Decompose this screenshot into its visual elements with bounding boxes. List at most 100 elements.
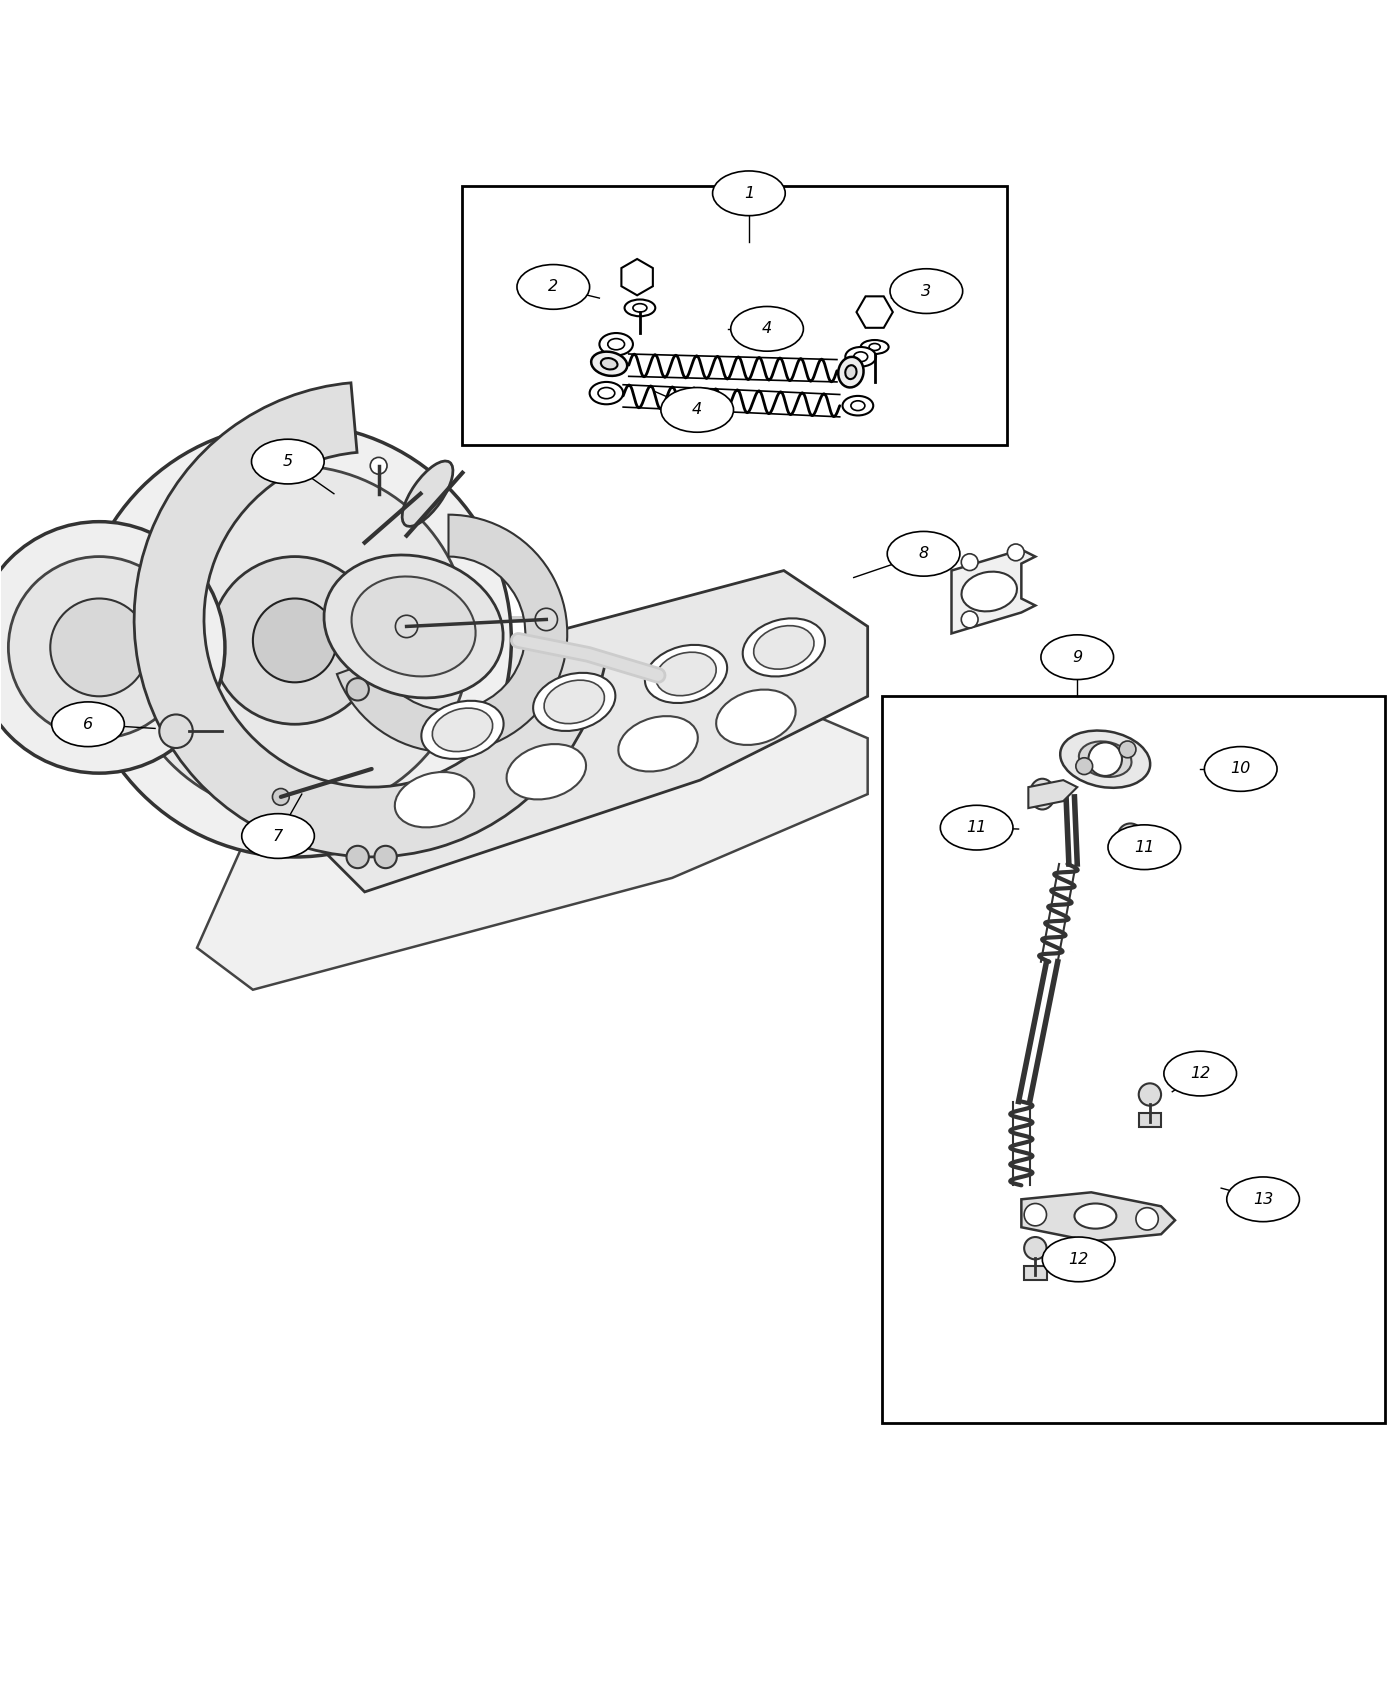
Circle shape (78, 423, 511, 857)
Circle shape (273, 789, 290, 806)
Text: 4: 4 (762, 321, 773, 337)
Ellipse shape (861, 340, 889, 354)
Ellipse shape (655, 653, 717, 695)
Ellipse shape (846, 347, 876, 367)
Ellipse shape (846, 366, 857, 379)
Circle shape (1088, 743, 1121, 775)
Polygon shape (952, 549, 1036, 634)
Polygon shape (197, 697, 868, 989)
Circle shape (535, 609, 557, 631)
Text: 8: 8 (918, 546, 928, 561)
Circle shape (1135, 1207, 1158, 1231)
Ellipse shape (962, 571, 1016, 612)
Text: 2: 2 (549, 279, 559, 294)
Bar (882, 697, 1385, 1423)
Circle shape (1035, 785, 1051, 802)
Polygon shape (1022, 1192, 1175, 1241)
Circle shape (50, 598, 148, 697)
Ellipse shape (598, 388, 615, 400)
Ellipse shape (843, 396, 874, 415)
Ellipse shape (1107, 824, 1180, 870)
Circle shape (1025, 1204, 1047, 1226)
Circle shape (395, 615, 417, 638)
Ellipse shape (743, 619, 825, 677)
Ellipse shape (1042, 634, 1113, 680)
Text: 3: 3 (921, 284, 931, 299)
Ellipse shape (421, 700, 504, 758)
Text: 13: 13 (1253, 1192, 1273, 1207)
Circle shape (1008, 544, 1025, 561)
Ellipse shape (941, 806, 1014, 850)
Ellipse shape (533, 673, 616, 731)
Ellipse shape (589, 382, 623, 405)
Ellipse shape (323, 554, 503, 699)
Text: 11: 11 (1134, 840, 1155, 855)
Ellipse shape (52, 702, 125, 746)
Ellipse shape (633, 304, 647, 313)
Circle shape (1138, 1083, 1161, 1105)
Text: 12: 12 (1068, 1251, 1089, 1266)
Ellipse shape (395, 772, 475, 828)
Circle shape (347, 678, 368, 700)
Ellipse shape (1060, 731, 1151, 787)
Ellipse shape (1043, 1238, 1114, 1282)
Text: 11: 11 (966, 819, 987, 835)
Ellipse shape (661, 388, 734, 432)
Ellipse shape (713, 172, 785, 216)
Text: 4: 4 (692, 403, 703, 418)
Ellipse shape (1030, 792, 1047, 804)
Text: 7: 7 (273, 828, 283, 843)
Ellipse shape (1226, 1176, 1299, 1222)
Ellipse shape (601, 359, 617, 369)
Ellipse shape (869, 343, 881, 350)
Text: 1: 1 (743, 185, 755, 201)
Ellipse shape (599, 333, 633, 355)
Wedge shape (337, 515, 567, 751)
Circle shape (1117, 823, 1142, 848)
Ellipse shape (517, 265, 589, 309)
Ellipse shape (717, 690, 795, 745)
Ellipse shape (839, 357, 864, 388)
Polygon shape (1029, 780, 1077, 808)
Text: 12: 12 (1190, 1066, 1211, 1081)
Ellipse shape (1163, 1051, 1236, 1096)
Polygon shape (622, 258, 652, 296)
Ellipse shape (888, 532, 960, 576)
Ellipse shape (1074, 1204, 1116, 1229)
Circle shape (211, 556, 378, 724)
Polygon shape (309, 571, 868, 892)
Circle shape (120, 466, 469, 814)
Text: 5: 5 (283, 454, 293, 469)
Circle shape (8, 556, 190, 738)
Ellipse shape (608, 338, 624, 350)
Circle shape (370, 457, 386, 474)
Ellipse shape (619, 716, 697, 772)
Ellipse shape (1030, 779, 1054, 809)
Ellipse shape (890, 269, 963, 313)
Polygon shape (857, 296, 893, 328)
Ellipse shape (242, 814, 315, 858)
Ellipse shape (545, 680, 605, 724)
Ellipse shape (1204, 746, 1277, 790)
Ellipse shape (624, 299, 655, 316)
Ellipse shape (854, 352, 868, 362)
Ellipse shape (1079, 741, 1131, 777)
Circle shape (962, 610, 979, 627)
Ellipse shape (252, 439, 325, 484)
Bar (462, 187, 1008, 445)
Ellipse shape (731, 306, 804, 352)
Ellipse shape (507, 745, 587, 799)
Text: 6: 6 (83, 717, 92, 731)
Circle shape (160, 714, 193, 748)
Circle shape (1119, 741, 1135, 758)
Ellipse shape (591, 352, 627, 376)
Circle shape (962, 554, 979, 571)
Circle shape (1025, 1238, 1047, 1260)
Wedge shape (134, 382, 606, 857)
Ellipse shape (851, 401, 865, 411)
Ellipse shape (433, 709, 493, 751)
Ellipse shape (645, 644, 727, 704)
Circle shape (347, 847, 368, 869)
Circle shape (1075, 758, 1092, 775)
Bar (1025, 1266, 1047, 1280)
